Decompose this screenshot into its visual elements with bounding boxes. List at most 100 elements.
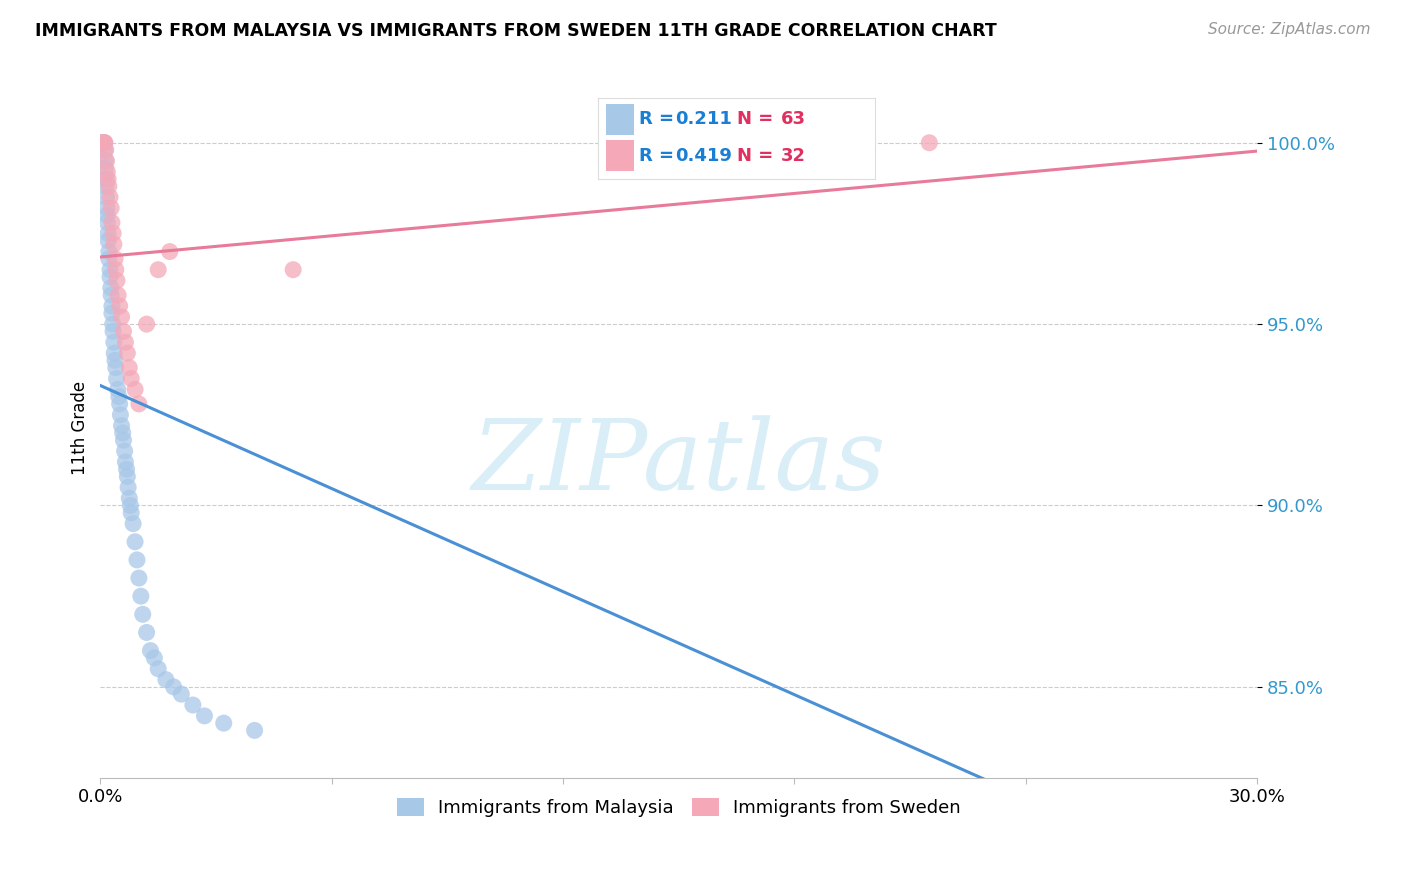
Point [100, 201, 122, 215]
Point [112, 324, 135, 338]
Point [281, 262, 304, 277]
Point [103, 346, 125, 360]
Point [93, 136, 115, 150]
Point [104, 252, 127, 266]
Point [114, 455, 136, 469]
Point [162, 680, 184, 694]
Point [155, 673, 177, 687]
Point [98, 262, 121, 277]
Point [97, 179, 120, 194]
Point [108, 390, 131, 404]
Point [117, 480, 139, 494]
Point [98, 190, 121, 204]
Point [135, 625, 157, 640]
Point [105, 274, 128, 288]
Point [94, 161, 117, 175]
Point [101, 324, 124, 338]
Point [93, 136, 115, 150]
Point [96, 153, 118, 168]
Point [125, 553, 148, 567]
Text: IMMIGRANTS FROM MALAYSIA VS IMMIGRANTS FROM SWEDEN 11TH GRADE CORRELATION CHART: IMMIGRANTS FROM MALAYSIA VS IMMIGRANTS F… [35, 22, 997, 40]
Point [97, 252, 120, 266]
Point [181, 698, 204, 712]
Point [96, 201, 118, 215]
Point [135, 317, 157, 331]
Point [128, 571, 150, 585]
Point [101, 317, 124, 331]
Point [93, 136, 115, 150]
Point [103, 335, 125, 350]
Point [97, 227, 120, 241]
Point [115, 462, 138, 476]
Point [97, 244, 120, 259]
Point [107, 288, 129, 302]
Point [120, 506, 142, 520]
Point [148, 662, 170, 676]
Point [118, 360, 141, 375]
Point [94, 143, 117, 157]
Point [93, 136, 115, 150]
Point [93, 136, 115, 150]
Point [97, 234, 120, 248]
Point [101, 306, 124, 320]
Point [129, 589, 152, 603]
Point [94, 143, 117, 157]
Point [243, 723, 266, 738]
Point [91, 136, 114, 150]
Legend: Immigrants from Malaysia, Immigrants from Sweden: Immigrants from Malaysia, Immigrants fro… [389, 790, 969, 824]
Point [100, 288, 122, 302]
Point [110, 408, 132, 422]
Text: Source: ZipAtlas.com: Source: ZipAtlas.com [1208, 22, 1371, 37]
Point [143, 651, 166, 665]
Point [91, 136, 114, 150]
Point [170, 687, 193, 701]
Point [108, 299, 131, 313]
Point [101, 227, 124, 241]
Point [96, 208, 118, 222]
Point [120, 499, 142, 513]
Point [96, 165, 118, 179]
Point [100, 281, 122, 295]
Point [105, 371, 128, 385]
Point [101, 215, 124, 229]
Point [94, 179, 117, 194]
Y-axis label: 11th Grade: 11th Grade [72, 380, 89, 475]
Point [122, 516, 145, 531]
Point [120, 371, 142, 385]
Point [128, 397, 150, 411]
Point [918, 136, 941, 150]
Point [94, 153, 117, 168]
Point [132, 607, 155, 622]
Text: ZIPatlas: ZIPatlas [471, 415, 886, 510]
Point [94, 172, 117, 186]
Point [108, 397, 131, 411]
Point [107, 383, 129, 397]
Point [117, 346, 139, 360]
Point [159, 244, 181, 259]
Point [124, 383, 146, 397]
Point [101, 299, 124, 313]
Point [96, 190, 118, 204]
Point [148, 262, 170, 277]
Point [94, 136, 117, 150]
Point [111, 425, 134, 440]
Point [114, 335, 136, 350]
Point [104, 360, 127, 375]
Point [118, 491, 141, 506]
Point [103, 237, 125, 252]
Point [648, 136, 671, 150]
Point [104, 353, 127, 368]
Point [193, 709, 215, 723]
Point [110, 310, 132, 324]
Point [212, 716, 235, 731]
Point [139, 643, 162, 657]
Point [98, 269, 121, 284]
Point [114, 444, 136, 458]
Point [117, 469, 139, 483]
Point [96, 215, 118, 229]
Point [112, 433, 135, 447]
Point [110, 418, 132, 433]
Point [104, 262, 127, 277]
Point [124, 534, 146, 549]
Point [97, 172, 120, 186]
